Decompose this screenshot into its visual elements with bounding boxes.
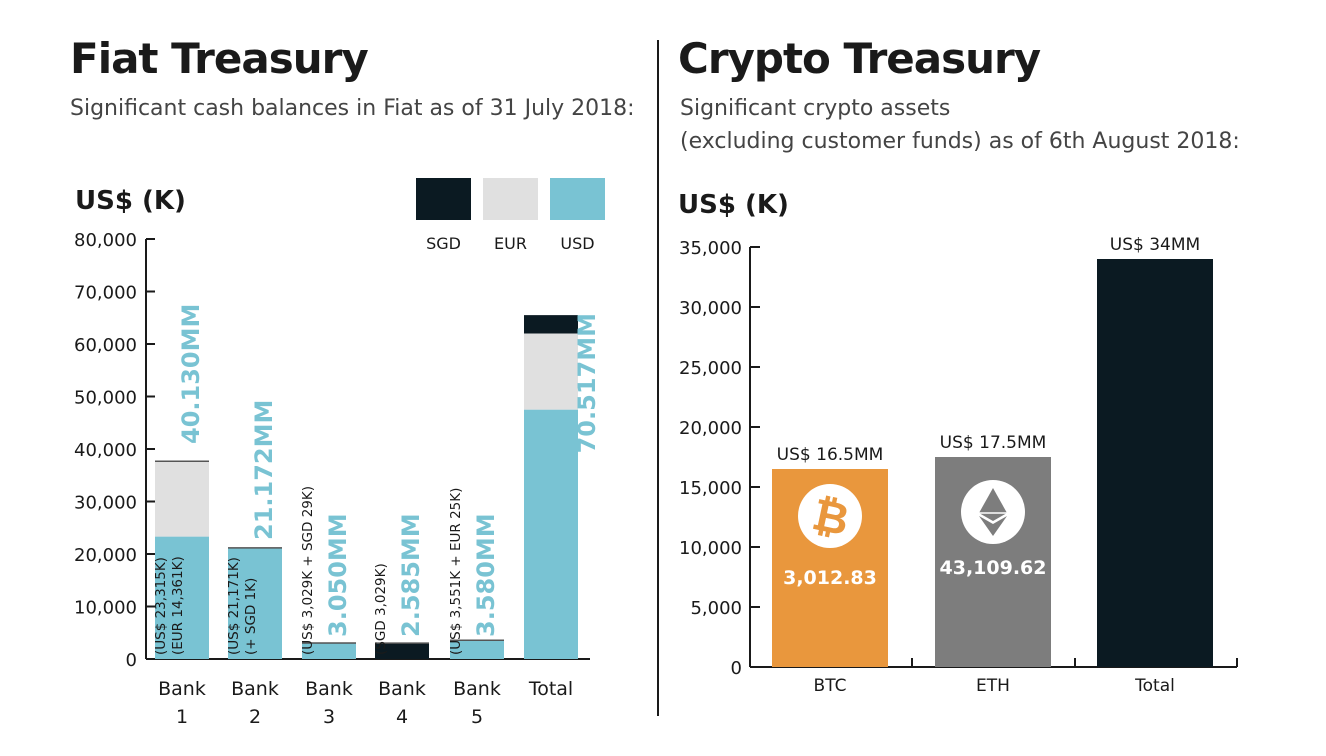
fiat-bar-segment-eur bbox=[155, 461, 209, 537]
fiat-y-tick-label: 40,000 bbox=[74, 440, 137, 461]
fiat-y-tick-label: 70,000 bbox=[74, 283, 137, 304]
fiat-total-value-label: 21.172MM bbox=[250, 400, 278, 540]
legend-swatch-sgd bbox=[416, 178, 471, 220]
fiat-bar-segment-eur bbox=[524, 333, 578, 410]
crypto-treasury-subtitle-line2: (excluding customer funds) as of 6th Aug… bbox=[680, 129, 1240, 154]
fiat-y-tick-label: 30,000 bbox=[74, 493, 137, 514]
fiat-bar-segment-usd bbox=[524, 409, 578, 659]
fiat-total-value-label: 2.585MM bbox=[397, 513, 425, 637]
fiat-y-tick-label: 50,000 bbox=[74, 388, 137, 409]
fiat-breakdown-label: (US$ 21,171K) bbox=[226, 557, 242, 655]
fiat-total-value-label: 40.130MM bbox=[177, 304, 205, 444]
fiat-x-tick-label: Bank bbox=[378, 678, 426, 700]
fiat-x-tick-label: 3 bbox=[323, 706, 335, 728]
legend-swatch-usd bbox=[550, 178, 605, 220]
fiat-total-value-label: 3.050MM bbox=[324, 513, 352, 637]
fiat-bar-segment-sgd bbox=[375, 643, 429, 659]
legend-label-eur: EUR bbox=[494, 234, 527, 253]
crypto-treasury-title: Crypto Treasury bbox=[678, 34, 1041, 83]
fiat-y-tick-label: 0 bbox=[126, 650, 137, 671]
fiat-breakdown-label: (US$ 3,029K + SGD 29K) bbox=[300, 486, 316, 655]
fiat-total-value-label: 70.517MM bbox=[573, 313, 601, 453]
crypto-y-tick-label: 25,000 bbox=[679, 358, 742, 379]
crypto-x-tick-label: Total bbox=[1134, 676, 1175, 696]
crypto-holding-amount: 3,012.83 bbox=[783, 567, 877, 589]
fiat-total-value-label: 3.580MM bbox=[472, 513, 500, 637]
crypto-y-tick-label: 35,000 bbox=[679, 238, 742, 259]
fiat-y-tick-label: 60,000 bbox=[74, 335, 137, 356]
legend-swatch-eur bbox=[483, 178, 538, 220]
fiat-y-tick-label: 10,000 bbox=[74, 598, 137, 619]
fiat-bar-segment-usd bbox=[302, 643, 356, 659]
crypto-y-axis-label: US$ (K) bbox=[678, 190, 789, 220]
fiat-treasury-subtitle: Significant cash balances in Fiat as of … bbox=[70, 96, 635, 121]
crypto-y-tick-label: 0 bbox=[731, 658, 742, 679]
fiat-x-tick-label: Bank bbox=[231, 678, 279, 700]
crypto-bar-total bbox=[1097, 259, 1213, 667]
bitcoin-icon bbox=[798, 484, 862, 548]
crypto-y-tick-label: 30,000 bbox=[679, 298, 742, 319]
fiat-breakdown-label: (US$ 3,551K + EUR 25K) bbox=[448, 488, 464, 655]
crypto-treasury-subtitle-line1: Significant crypto assets bbox=[680, 96, 951, 121]
crypto-y-tick-label: 10,000 bbox=[679, 538, 742, 559]
fiat-bar-segment-sgd bbox=[524, 315, 578, 334]
crypto-y-tick-label: 20,000 bbox=[679, 418, 742, 439]
fiat-treasury-title: Fiat Treasury bbox=[70, 34, 369, 83]
fiat-breakdown-label: (+ SGD 1K) bbox=[243, 578, 259, 655]
fiat-bar-segment-usd bbox=[228, 547, 282, 659]
fiat-breakdown-label: (SGD 3,029K) bbox=[373, 563, 389, 655]
fiat-x-tick-label: 4 bbox=[396, 706, 408, 728]
fiat-y-axis-label: US$ (K) bbox=[75, 186, 186, 216]
section-divider bbox=[657, 40, 659, 716]
fiat-x-tick-label: 2 bbox=[249, 706, 261, 728]
ethereum-diamond-bottom-icon bbox=[979, 516, 1007, 536]
fiat-y-tick-label: 80,000 bbox=[74, 230, 137, 251]
crypto-holding-amount: 43,109.62 bbox=[940, 557, 1047, 579]
fiat-breakdown-label: (US$ 23,315K) bbox=[153, 557, 169, 655]
fiat-x-tick-label: Total bbox=[528, 678, 573, 700]
fiat-treasury-chart: US$ (K) 0 10,000 20,000 30,000 40,000 50,000 60… bbox=[74, 178, 605, 728]
crypto-x-tick-label: BTC bbox=[814, 676, 847, 696]
fiat-x-tick-label: 1 bbox=[176, 706, 188, 728]
fiat-x-tick-label: Bank bbox=[158, 678, 206, 700]
fiat-x-tick-label: Bank bbox=[453, 678, 501, 700]
legend-label-sgd: SGD bbox=[426, 234, 461, 253]
fiat-x-tick-label: 5 bbox=[471, 706, 483, 728]
crypto-x-tick-label: ETH bbox=[976, 676, 1010, 696]
crypto-y-tick-label: 15,000 bbox=[679, 478, 742, 499]
fiat-bar-segment-usd bbox=[155, 536, 209, 659]
fiat-y-tick-label: 20,000 bbox=[74, 545, 137, 566]
fiat-bar-segment-usd bbox=[450, 640, 504, 659]
fiat-x-tick-label: Bank bbox=[305, 678, 353, 700]
crypto-y-tick-label: 5,000 bbox=[690, 598, 742, 619]
legend-label-usd: USD bbox=[560, 234, 594, 253]
crypto-data-label: US$ 16.5MM bbox=[777, 445, 884, 465]
fiat-breakdown-label: (EUR 14,361K) bbox=[170, 556, 186, 655]
crypto-data-label: US$ 17.5MM bbox=[940, 433, 1047, 453]
crypto-data-label: US$ 34MM bbox=[1110, 235, 1200, 255]
